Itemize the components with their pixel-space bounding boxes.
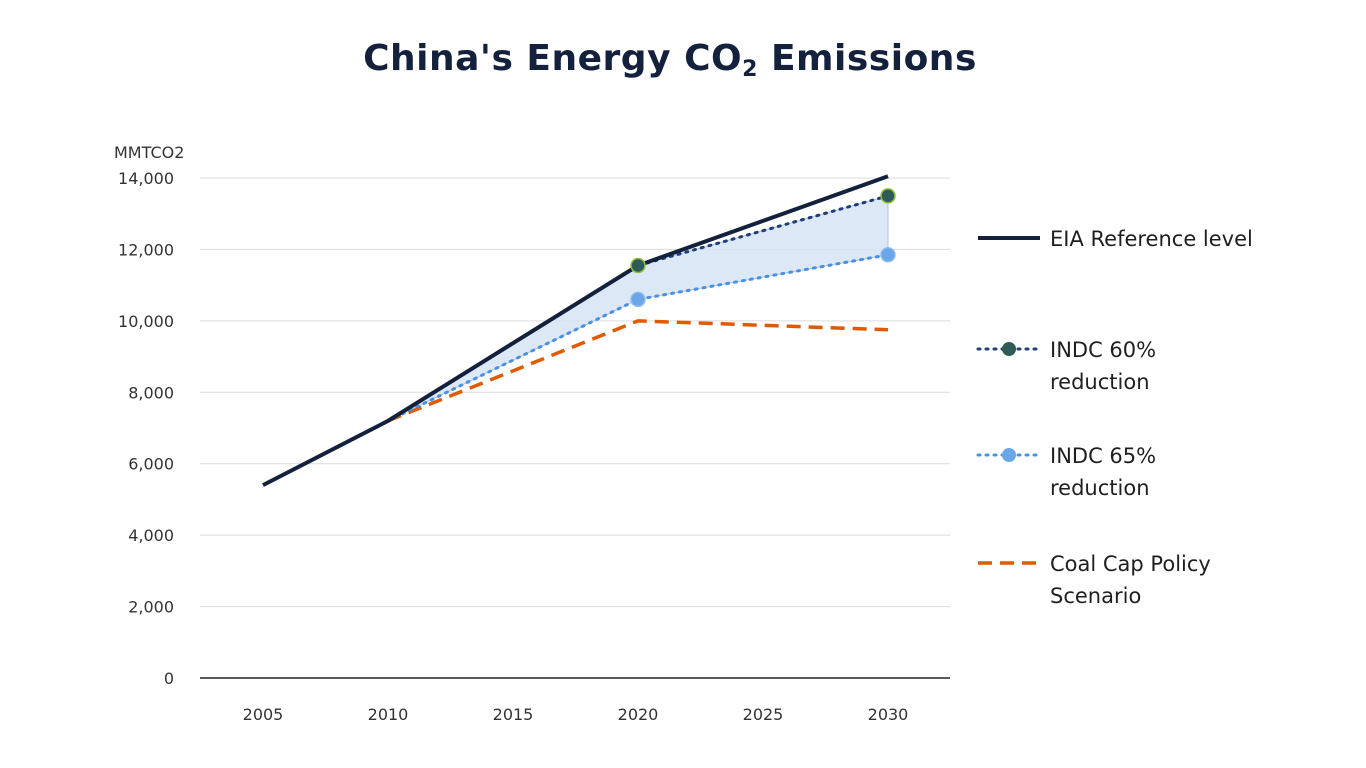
y-tick-label: 0 (164, 669, 174, 688)
legend-marker (1002, 342, 1016, 356)
legend-marker (1002, 448, 1016, 462)
series-line-indc-65-reduction (386, 253, 890, 423)
y-tick-label: 10,000 (118, 312, 174, 331)
x-axis: 2005 2010 2015 2020 2025 2030 (243, 705, 909, 724)
y-tick-label: 12,000 (118, 240, 174, 259)
legend-label: reduction (1050, 370, 1150, 394)
marker-indc-60-reduction (630, 257, 646, 274)
indc-band (387, 195, 889, 422)
chart-title-tail: Emissions (757, 38, 977, 79)
legend-label: Coal Cap Policy (1050, 552, 1211, 576)
marker-indc-65-reduction (880, 247, 896, 263)
series-markers (630, 188, 896, 308)
x-tick-label: 2030 (868, 705, 909, 724)
series-line-eia-reference-level (262, 174, 889, 487)
chart-title: China's Energy CO2 Emissions (0, 38, 1340, 82)
legend: EIA Reference level INDC 60% reduction INDC… (976, 227, 1253, 608)
y-axis: 0 2,000 4,000 6,000 8,000 10,000 12,000 14,000 (118, 169, 174, 688)
y-axis-unit-label: MMTCO2 (114, 143, 184, 162)
x-tick-label: 2020 (618, 705, 659, 724)
y-tick-label: 8,000 (128, 383, 174, 402)
y-tick-label: 4,000 (128, 526, 174, 545)
x-tick-label: 2005 (243, 705, 284, 724)
chart-title-main: China's Energy CO (363, 38, 743, 79)
shaded-band (387, 195, 889, 422)
legend-label: Scenario (1050, 584, 1141, 608)
x-tick-label: 2010 (368, 705, 409, 724)
marker-indc-65-reduction (630, 291, 646, 308)
marker-indc-60-reduction (880, 188, 896, 204)
x-tick-label: 2015 (493, 705, 534, 724)
y-tick-label: 6,000 (128, 455, 174, 474)
legend-label: EIA Reference level (1050, 227, 1253, 251)
chart-title-subscript: 2 (742, 57, 758, 82)
legend-label: INDC 60% (1050, 338, 1156, 362)
y-tick-label: 2,000 (128, 598, 174, 617)
y-tick-label: 14,000 (118, 169, 174, 188)
series-line-coal-cap-policy-scenario (387, 319, 889, 423)
series-lines (262, 174, 890, 487)
legend-label: reduction (1050, 476, 1150, 500)
legend-label: INDC 65% (1050, 444, 1156, 468)
x-tick-label: 2025 (743, 705, 784, 724)
